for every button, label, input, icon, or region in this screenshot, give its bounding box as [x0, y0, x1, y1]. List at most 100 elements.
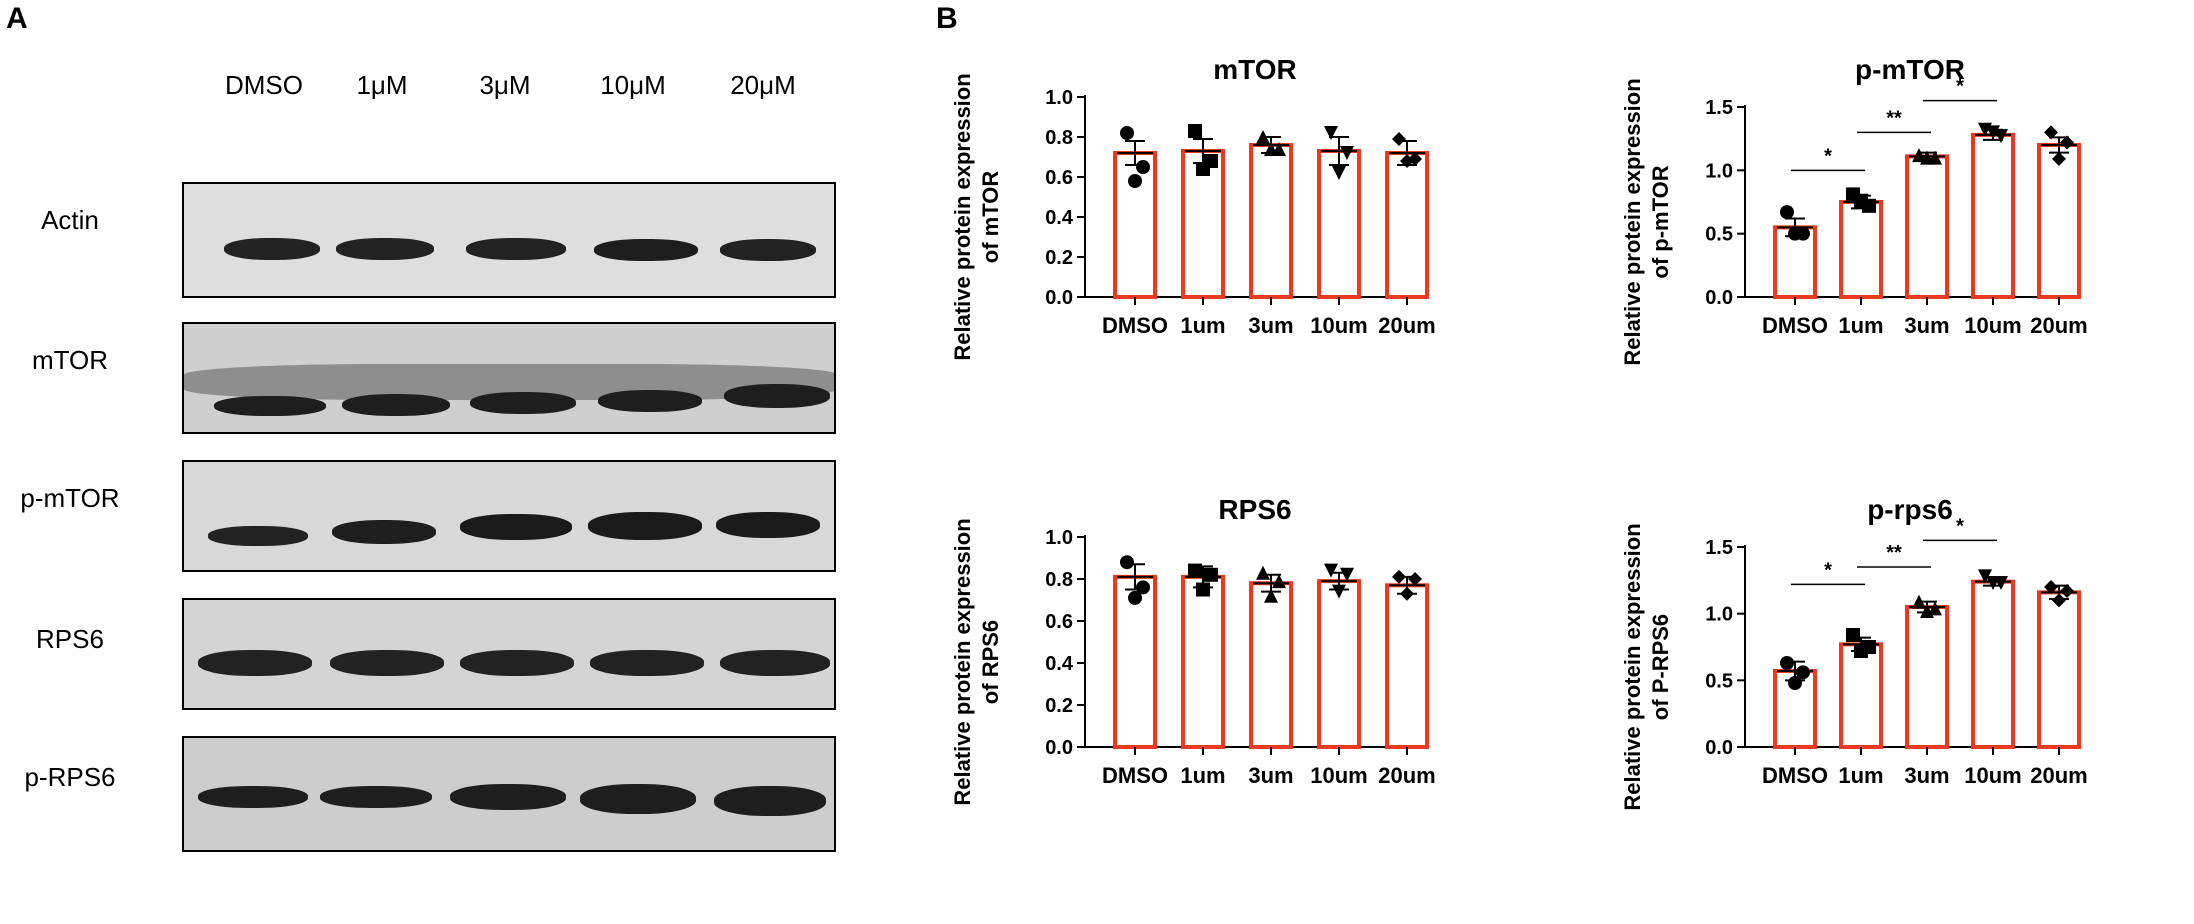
row-label-actin: Actin [41, 205, 99, 235]
y-tick-label: 1.0 [1705, 160, 1733, 182]
blot-band [330, 650, 444, 676]
y-axis-label-line-2: of p-mTOR [1648, 165, 1673, 278]
data-point [1796, 665, 1810, 680]
bar-chart-rps6: RPS6 Relative protein expression of RPS6 0.… [950, 495, 1436, 806]
y-tick-label: 0.5 [1705, 224, 1733, 246]
x-tick-label: 3um [1248, 763, 1293, 788]
data-point [1920, 604, 1934, 618]
x-tick-label: 10um [1964, 313, 2021, 338]
data-point [1324, 563, 1338, 578]
blot-strip-mtor [182, 322, 836, 434]
x-tick-label: 1um [1180, 763, 1225, 788]
bar-1um [1181, 574, 1225, 750]
bar-1um [1839, 200, 1883, 299]
data-point [1340, 146, 1354, 160]
bar-3um [1249, 143, 1293, 299]
blot-band [724, 384, 830, 408]
data-point [1392, 132, 1406, 146]
bar-3um [1905, 154, 1949, 300]
y-tick-label: 0.2 [1045, 695, 1073, 717]
data-point [1978, 569, 1992, 584]
chart-title: p-mTOR [1855, 55, 1965, 85]
data-point [1332, 166, 1346, 180]
data-point [1928, 601, 1942, 616]
x-tick-label: 3um [1904, 313, 1949, 338]
y-tick-label: 0.0 [1045, 737, 1073, 759]
x-tick-label: DMSO [1762, 763, 1828, 788]
x-tick-label: 3um [1904, 763, 1949, 788]
row-label-p-mtor: p-mTOR [20, 483, 120, 513]
y-tick-label: 1.5 [1705, 537, 1733, 559]
data-point [2060, 135, 2074, 150]
data-point [1392, 569, 1406, 584]
y-axis-label-line-2: of RPS6 [978, 620, 1003, 704]
data-point [1196, 162, 1210, 176]
x-tick-label: DMSO [1102, 313, 1168, 338]
blot-band [594, 239, 698, 261]
significance-label: * [1956, 515, 1964, 537]
blot-band [198, 650, 312, 676]
x-tick-label: 20um [2030, 763, 2087, 788]
x-tick-label: 3um [1248, 313, 1293, 338]
data-point [1986, 125, 2000, 140]
bar-1um [1839, 642, 1883, 749]
blot-strip-actin [182, 182, 836, 298]
bar-10um [1971, 579, 2015, 749]
lane-label-1um: 1μM [356, 70, 408, 100]
x-tick-label: 1um [1838, 313, 1883, 338]
data-point [1256, 130, 1270, 144]
blot-band [466, 238, 566, 260]
y-tick-label: 0.0 [1705, 737, 1733, 759]
x-tick-label: DMSO [1102, 763, 1168, 788]
y-axis-label-line-1: Relative protein expression [950, 518, 975, 805]
data-point [1128, 174, 1142, 188]
y-axis-label-line-1: Relative protein expression [950, 73, 975, 360]
lane-label-3um: 3μM [479, 70, 531, 100]
bar-20um [2037, 590, 2081, 750]
data-point [1994, 129, 2008, 144]
data-point [1188, 563, 1202, 578]
bar-3um [1249, 581, 1293, 749]
x-tick-label: 10um [1310, 313, 1367, 338]
data-point [1136, 160, 1150, 174]
y-tick-label: 0.4 [1045, 653, 1074, 675]
blot-band [332, 520, 436, 544]
data-point [2044, 125, 2058, 140]
data-point [1340, 567, 1354, 582]
blot-band [598, 390, 702, 412]
significance-label: ** [1886, 107, 1902, 129]
data-point [1128, 590, 1142, 605]
blot-band [720, 650, 830, 676]
data-point [1272, 574, 1286, 589]
data-point [1408, 572, 1422, 586]
data-point [1256, 565, 1270, 580]
y-axis-label-line-1: Relative protein expression [1620, 78, 1645, 365]
bar-chart-p-rps6: p-rps6 Relative protein expression of P-RP… [1620, 495, 2088, 811]
y-tick-label: 0.8 [1045, 127, 1073, 149]
y-tick-label: 0.8 [1045, 569, 1073, 591]
blot-band [320, 786, 432, 808]
blot-strip-p-mtor [182, 460, 836, 572]
data-point [1912, 148, 1926, 163]
row-label-p-rps6: p-RPS6 [24, 762, 116, 792]
bar-chart-mtor: mTOR Relative protein expression of mTOR 0.… [950, 55, 1436, 361]
blot-strip-rps6 [182, 598, 836, 710]
blot-band [580, 784, 696, 814]
panel-b-label: B [936, 2, 958, 35]
y-tick-label: 0.4 [1045, 207, 1074, 229]
blot-band [342, 394, 450, 416]
x-tick-label: 10um [1964, 763, 2021, 788]
significance-label: ** [1886, 542, 1902, 564]
bar-20um [1385, 583, 1429, 749]
blot-band [470, 392, 576, 414]
y-tick-label: 0.6 [1045, 167, 1073, 189]
data-point [1120, 555, 1134, 570]
y-axis-label-line-1: Relative protein expression [1620, 523, 1645, 810]
data-point [1400, 154, 1414, 168]
y-axis-label-line-2: of P-RPS6 [1648, 614, 1673, 720]
y-tick-label: 0.6 [1045, 611, 1073, 633]
blot-band [714, 786, 826, 816]
x-tick-label: 20um [1378, 313, 1435, 338]
data-point [1120, 126, 1134, 140]
blot-band [208, 526, 308, 546]
